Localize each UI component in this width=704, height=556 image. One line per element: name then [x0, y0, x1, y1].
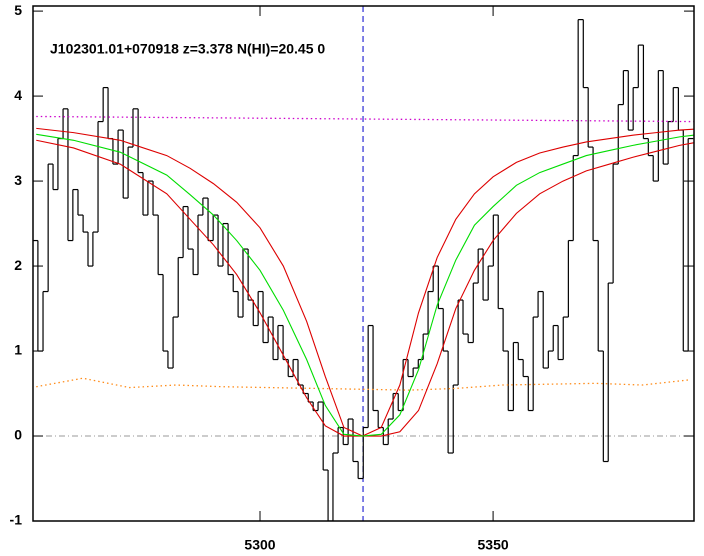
- error-line: [36, 377, 689, 391]
- fit-lower-line: [36, 139, 694, 437]
- y-tick-label: -1: [10, 512, 23, 528]
- y-tick-label: 2: [14, 257, 22, 273]
- plot-area: [33, 6, 694, 521]
- fit-line: [36, 133, 694, 437]
- fit-upper-line: [36, 127, 694, 437]
- chart-title: J102301.01+070918 z=3.378 N(HI)=20.45 0: [50, 41, 325, 57]
- y-tick-label: 0: [14, 427, 22, 443]
- y-tick-label: 3: [14, 172, 22, 188]
- y-tick-label: 4: [14, 87, 22, 103]
- plot-frame: [32, 5, 695, 522]
- y-tick-label: 1: [14, 342, 22, 358]
- x-tick-label: 5300: [244, 537, 275, 553]
- x-tick-label: 5350: [478, 537, 509, 553]
- continuum-line: [36, 115, 694, 123]
- y-tick-label: 5: [14, 2, 22, 18]
